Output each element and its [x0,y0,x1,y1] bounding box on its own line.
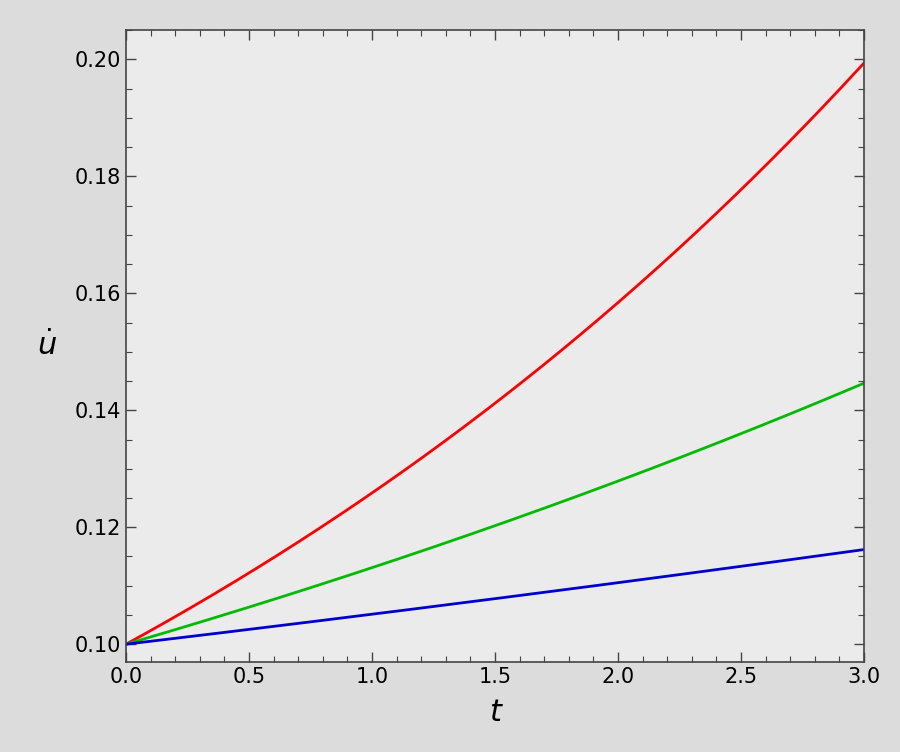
X-axis label: t: t [489,698,501,726]
Y-axis label: $\dot{u}$: $\dot{u}$ [37,331,57,361]
